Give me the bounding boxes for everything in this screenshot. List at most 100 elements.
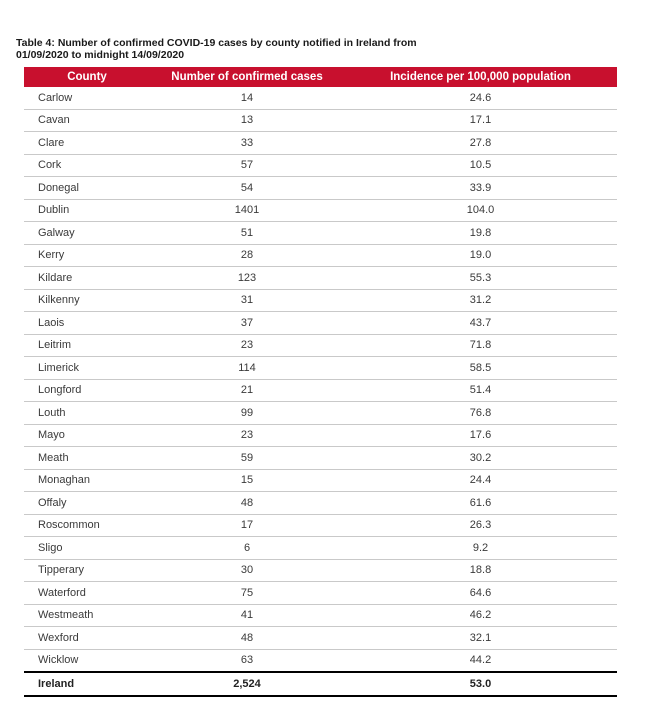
cell-incidence: 17.1: [344, 109, 617, 132]
cell-county: Meath: [24, 446, 150, 470]
table-body: Carlow 14 24.6 Cavan 13 17.1 Clare 33 27.8 Cork 57…: [24, 87, 617, 697]
table-row: Laois 37 43.7: [24, 311, 617, 335]
cell-incidence: 71.8: [344, 334, 617, 357]
table-row: Roscommon 17 26.3: [24, 514, 617, 537]
header-incidence: Incidence per 100,000 population: [344, 67, 617, 87]
table-row: Limerick 114 58.5: [24, 356, 617, 380]
table-row: Galway 51 19.8: [24, 221, 617, 245]
cell-county: Roscommon: [24, 514, 150, 537]
header-county: County: [24, 67, 150, 87]
table-row: Kerry 28 19.0: [24, 244, 617, 267]
cell-incidence: 10.5: [344, 154, 617, 177]
cell-cases: 99: [150, 401, 344, 425]
cell-cases: 63: [150, 649, 344, 673]
cell-incidence: 19.8: [344, 221, 617, 245]
cell-cases: 30: [150, 559, 344, 582]
table-row: Donegal 54 33.9: [24, 176, 617, 200]
cell-county: Clare: [24, 131, 150, 155]
cell-incidence: 64.6: [344, 581, 617, 605]
table-row: Clare 33 27.8: [24, 131, 617, 155]
cell-incidence: 76.8: [344, 401, 617, 425]
cell-cases: 31: [150, 289, 344, 312]
cell-cases: 23: [150, 334, 344, 357]
total-cases: 2,524: [150, 671, 344, 697]
table-row: Leitrim 23 71.8: [24, 334, 617, 357]
cell-incidence: 104.0: [344, 199, 617, 222]
cell-cases: 14: [150, 87, 344, 110]
cell-county: Westmeath: [24, 604, 150, 627]
table-row: Meath 59 30.2: [24, 446, 617, 470]
table-row: Cavan 13 17.1: [24, 109, 617, 132]
table-row: Wexford 48 32.1: [24, 626, 617, 650]
cell-county: Sligo: [24, 536, 150, 560]
table-row: Cork 57 10.5: [24, 154, 617, 177]
header-row: County Number of confirmed cases Inciden…: [24, 67, 617, 87]
cell-county: Kerry: [24, 244, 150, 267]
cell-incidence: 55.3: [344, 266, 617, 290]
cell-incidence: 9.2: [344, 536, 617, 560]
table-row: Kildare 123 55.3: [24, 266, 617, 290]
cell-county: Galway: [24, 221, 150, 245]
table-row: Monaghan 15 24.4: [24, 469, 617, 492]
cell-county: Louth: [24, 401, 150, 425]
caption-line-2: 01/09/2020 to midnight 14/09/2020: [16, 49, 185, 61]
table-row: Mayo 23 17.6: [24, 424, 617, 447]
table-row: Longford 21 51.4: [24, 379, 617, 402]
cell-cases: 123: [150, 266, 344, 290]
cell-county: Tipperary: [24, 559, 150, 582]
cell-county: Laois: [24, 311, 150, 335]
table-header: County Number of confirmed cases Inciden…: [24, 67, 617, 87]
cell-county: Donegal: [24, 176, 150, 200]
table-caption: Table 4: Number of confirmed COVID-19 ca…: [16, 37, 486, 61]
table-row: Sligo 6 9.2: [24, 536, 617, 560]
cell-cases: 48: [150, 626, 344, 650]
cell-cases: 51: [150, 221, 344, 245]
cell-cases: 37: [150, 311, 344, 335]
cell-county: Leitrim: [24, 334, 150, 357]
cell-county: Kildare: [24, 266, 150, 290]
cell-cases: 41: [150, 604, 344, 627]
cell-county: Wicklow: [24, 649, 150, 673]
cell-county: Wexford: [24, 626, 150, 650]
cell-incidence: 32.1: [344, 626, 617, 650]
cell-cases: 21: [150, 379, 344, 402]
table-row: Tipperary 30 18.8: [24, 559, 617, 582]
cell-cases: 15: [150, 469, 344, 492]
cell-county: Longford: [24, 379, 150, 402]
table-row: Louth 99 76.8: [24, 401, 617, 425]
cell-county: Kilkenny: [24, 289, 150, 312]
cell-county: Carlow: [24, 87, 150, 110]
covid-cases-table: County Number of confirmed cases Inciden…: [24, 67, 617, 697]
cell-incidence: 17.6: [344, 424, 617, 447]
caption-line-1: Table 4: Number of confirmed COVID-19 ca…: [16, 37, 417, 49]
cell-cases: 1401: [150, 199, 344, 222]
cell-county: Mayo: [24, 424, 150, 447]
cell-cases: 57: [150, 154, 344, 177]
total-row: Ireland 2,524 53.0: [24, 671, 617, 697]
cell-incidence: 26.3: [344, 514, 617, 537]
cell-incidence: 27.8: [344, 131, 617, 155]
cell-county: Offaly: [24, 491, 150, 515]
table-row: Kilkenny 31 31.2: [24, 289, 617, 312]
cell-incidence: 30.2: [344, 446, 617, 470]
cell-cases: 48: [150, 491, 344, 515]
table-row: Wicklow 63 44.2: [24, 649, 617, 673]
cell-county: Dublin: [24, 199, 150, 222]
cell-county: Limerick: [24, 356, 150, 380]
table-row: Carlow 14 24.6: [24, 87, 617, 110]
cell-county: Cork: [24, 154, 150, 177]
cell-incidence: 43.7: [344, 311, 617, 335]
cell-incidence: 24.4: [344, 469, 617, 492]
header-cases: Number of confirmed cases: [150, 67, 344, 87]
cell-incidence: 61.6: [344, 491, 617, 515]
cell-cases: 75: [150, 581, 344, 605]
cell-cases: 23: [150, 424, 344, 447]
cell-cases: 114: [150, 356, 344, 380]
cell-cases: 33: [150, 131, 344, 155]
table-row: Dublin 1401 104.0: [24, 199, 617, 222]
cell-cases: 28: [150, 244, 344, 267]
table-row: Westmeath 41 46.2: [24, 604, 617, 627]
cell-cases: 6: [150, 536, 344, 560]
total-county: Ireland: [24, 671, 150, 697]
cell-incidence: 58.5: [344, 356, 617, 380]
